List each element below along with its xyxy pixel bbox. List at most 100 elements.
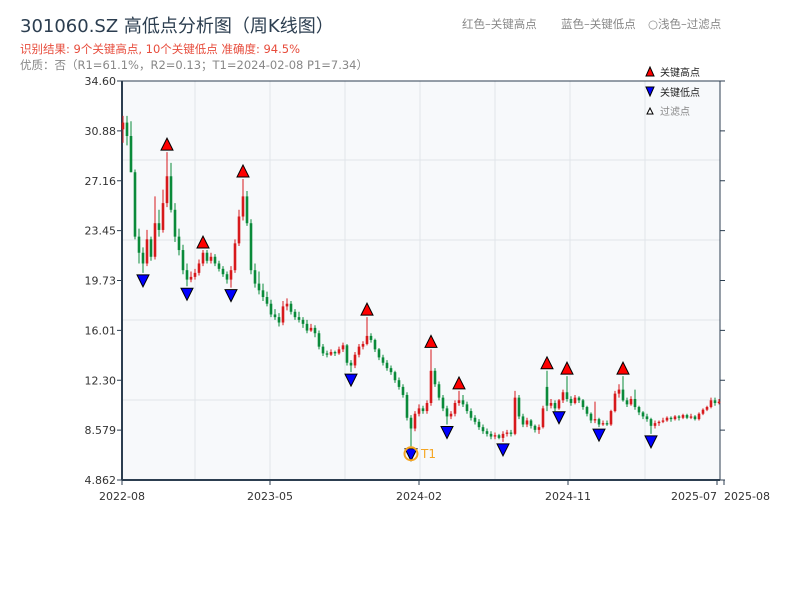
candle-body: [405, 394, 409, 418]
key-low-marker: [552, 411, 566, 425]
candle: [645, 413, 649, 422]
candle: [249, 219, 253, 275]
candle-body: [301, 319, 305, 324]
x-tick-label: 2023-05: [247, 490, 293, 503]
key-high-marker: [540, 355, 554, 370]
candle: [181, 244, 185, 275]
candle: [309, 323, 313, 332]
candle-body: [645, 416, 649, 420]
candle-body: [145, 239, 149, 264]
candle: [621, 376, 625, 402]
candle: [141, 247, 145, 273]
candle: [137, 228, 141, 264]
candle: [397, 377, 401, 390]
candle: [561, 389, 565, 404]
candle-body: [185, 270, 189, 280]
candle-body: [433, 370, 437, 385]
legend-label: 关键高点: [660, 66, 700, 79]
candle: [193, 268, 197, 280]
candle: [517, 394, 521, 420]
candle-body: [429, 370, 433, 404]
candle: [289, 301, 293, 315]
y-tick-label: 8.579: [85, 424, 117, 437]
candle-body: [649, 419, 653, 426]
candle: [709, 397, 713, 409]
candle: [529, 419, 533, 429]
candle-body: [705, 407, 709, 410]
candle: [169, 162, 173, 213]
key-high-marker: [160, 136, 174, 151]
candle-body: [325, 353, 329, 355]
candle-body: [629, 398, 633, 405]
candle-body: [293, 311, 297, 318]
candle: [261, 283, 265, 302]
candle: [717, 398, 721, 405]
candle-body: [201, 252, 205, 264]
candle-body: [713, 400, 717, 404]
candle: [609, 409, 613, 426]
candle-body: [177, 236, 181, 251]
candle-body: [657, 421, 661, 424]
key-high-marker: [236, 163, 250, 178]
candle-body: [361, 343, 365, 347]
candle-body: [265, 297, 269, 304]
candle-body: [393, 372, 397, 381]
y-tick-label: 4.862: [85, 474, 117, 487]
candle: [681, 413, 685, 420]
candle: [569, 396, 573, 406]
candle: [205, 250, 209, 264]
candle-body: [445, 408, 449, 417]
candle-body: [345, 345, 349, 363]
candle: [437, 381, 441, 401]
candle-body: [245, 196, 249, 224]
key-low-marker: [404, 448, 418, 462]
x-tick-label: 2024-11: [545, 490, 591, 503]
candle: [605, 420, 609, 426]
candle: [469, 408, 473, 421]
candle: [381, 354, 385, 366]
candle: [653, 420, 657, 429]
x-tick-label: 2025-07: [671, 490, 717, 503]
candle: [633, 389, 637, 410]
candle: [453, 400, 457, 417]
candle-body: [249, 223, 253, 271]
candle-body: [681, 415, 685, 418]
candle: [461, 394, 465, 408]
legend-red-note: 红色–关键高点: [462, 17, 537, 31]
candle: [401, 384, 405, 398]
candle: [225, 271, 229, 284]
candle-body: [129, 136, 133, 173]
candle: [533, 424, 537, 433]
candle-body: [437, 384, 441, 398]
candle: [649, 417, 653, 434]
candle: [673, 415, 677, 421]
candle: [697, 412, 701, 421]
candle: [677, 415, 681, 421]
candle-body: [137, 236, 141, 253]
candle: [589, 412, 593, 424]
y-tick-label: 27.16: [85, 175, 117, 188]
candle-body: [585, 407, 589, 414]
candle: [449, 411, 453, 420]
candle-body: [125, 122, 129, 137]
legend-low-icon: [645, 86, 655, 98]
candle: [593, 401, 597, 424]
candle-body: [233, 243, 237, 271]
candle-body: [481, 427, 485, 432]
candle-body: [425, 403, 429, 412]
candle: [581, 398, 585, 410]
x-tick-label: 2022-08: [99, 490, 145, 503]
plot-area: [122, 81, 720, 480]
candle: [265, 291, 269, 307]
candle: [637, 405, 641, 416]
candle: [509, 429, 513, 437]
y-tick-label: 30.88: [85, 125, 117, 138]
candle-body: [257, 283, 261, 291]
candle: [629, 396, 633, 406]
candle-body: [545, 386, 549, 406]
key-high-marker: [360, 302, 374, 316]
candle-body: [281, 306, 285, 323]
y-tick-label: 34.60: [85, 75, 117, 88]
candle-body: [385, 362, 389, 369]
candle: [165, 152, 169, 208]
